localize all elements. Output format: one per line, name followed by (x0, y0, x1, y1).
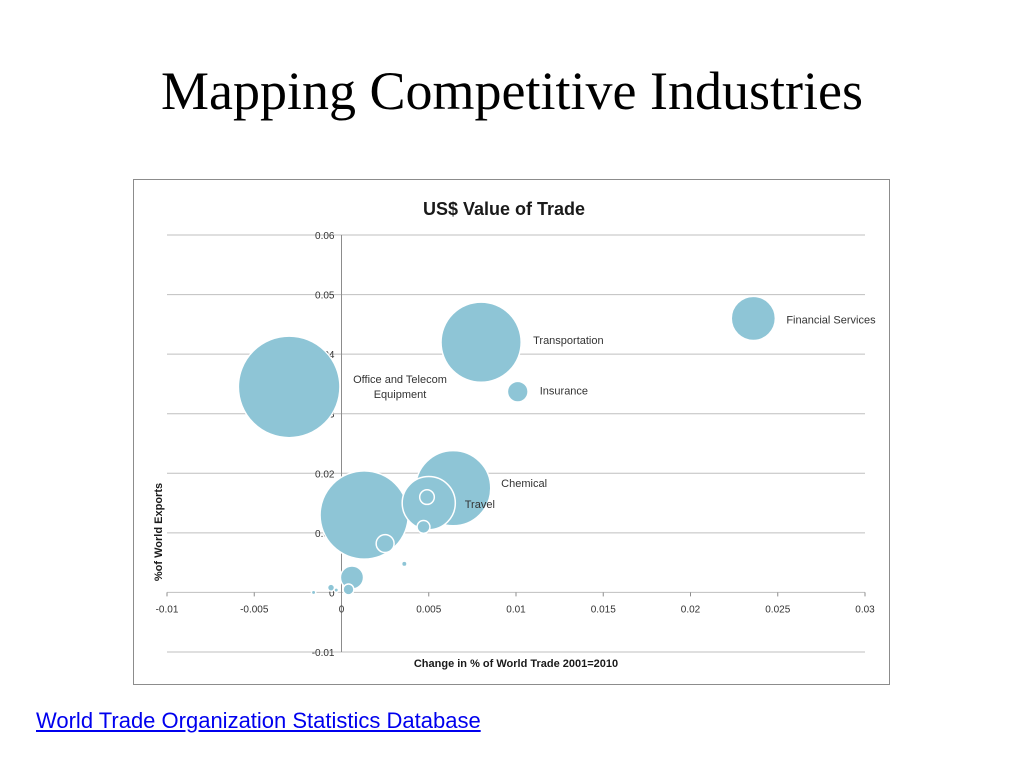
y-tick-label: -0.01 (312, 648, 335, 659)
x-tick-label: 0.015 (591, 604, 616, 615)
x-tick-label: 0.005 (416, 604, 441, 615)
bubble-label: Financial Services (786, 314, 876, 326)
bubble (310, 589, 317, 596)
x-tick-label: 0 (339, 604, 345, 615)
y-tick-label: 0.02 (315, 469, 335, 480)
chart-title: US$ Value of Trade (423, 199, 585, 219)
bubble (418, 489, 436, 506)
bubble-label: Insurance (540, 386, 588, 398)
bubble-label: Office and Telecom (353, 374, 447, 386)
bubble (237, 335, 341, 439)
y-tick-label: 0.06 (315, 231, 335, 242)
bubble-label: Equipment (374, 389, 427, 401)
bubble-label: Transportation (533, 335, 604, 347)
bubble-chart: US$ Value of Trade %of World Exports Cha… (133, 179, 890, 685)
bubble (416, 519, 431, 535)
x-axis-label: Change in % of World Trade 2001=2010 (414, 658, 618, 670)
bubble-label: Chemical (501, 478, 547, 490)
bubble (319, 470, 410, 560)
bubble (333, 587, 340, 594)
x-tick-label: 0.03 (855, 604, 875, 615)
y-tick-label: 0 (329, 588, 335, 599)
y-tick-label: 0.05 (315, 291, 335, 302)
source-link[interactable]: World Trade Organization Statistics Data… (36, 708, 481, 733)
x-tick-label: 0.02 (681, 604, 701, 615)
plot-area: -0.0100.010.020.030.040.050.06-0.01-0.00… (156, 231, 876, 659)
x-tick-label: 0.01 (506, 604, 526, 615)
slide-title: Mapping Competitive Industries (161, 61, 863, 121)
x-tick-label: -0.01 (156, 604, 179, 615)
bubble (440, 301, 522, 384)
x-tick-label: -0.005 (240, 604, 269, 615)
bubble (400, 560, 408, 568)
bubble (342, 583, 355, 596)
bubble-label: Travel (465, 499, 495, 511)
bubble (730, 295, 777, 342)
chart-svg: US$ Value of Trade %of World Exports Cha… (153, 199, 876, 670)
x-tick-label: 0.025 (765, 604, 790, 615)
bubble (375, 533, 395, 554)
bubble (506, 380, 529, 403)
y-axis-label: %of World Exports (153, 483, 165, 581)
